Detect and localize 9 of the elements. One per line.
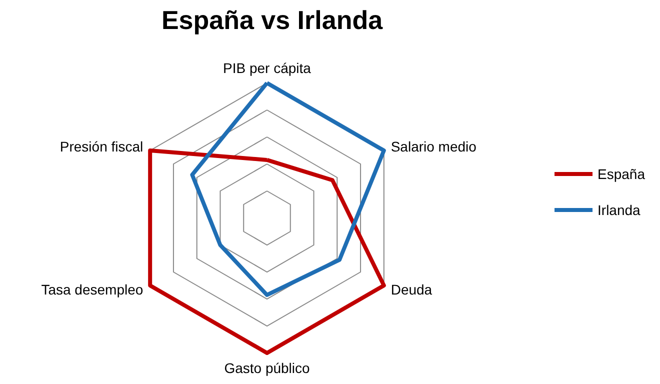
spoke-label: PIB per cápita — [223, 60, 312, 76]
legend-label: España — [598, 166, 646, 182]
spoke-label: Presión fiscal — [60, 138, 144, 154]
spoke-label: Tasa desempleo — [41, 282, 144, 298]
legend-label: Irlanda — [598, 202, 641, 218]
spoke-label: Salario medio — [390, 138, 477, 154]
spoke-label: Deuda — [390, 282, 432, 298]
spoke-label: Gasto público — [224, 360, 310, 376]
chart-title: España vs Irlanda — [161, 5, 384, 35]
